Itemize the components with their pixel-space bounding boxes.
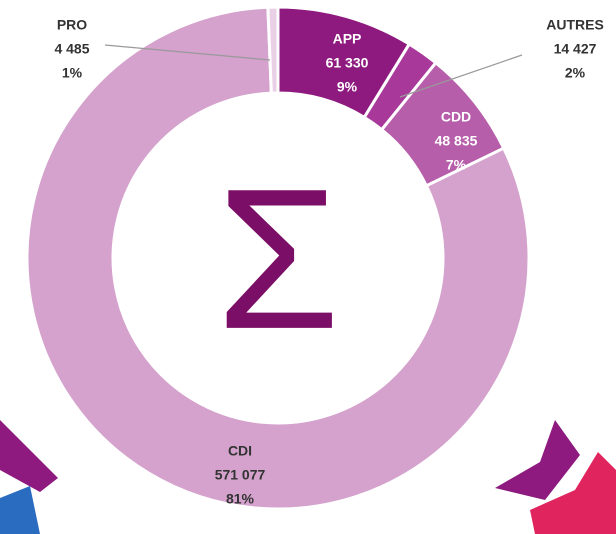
chevron — [0, 486, 40, 534]
percentage-label: 81% — [226, 491, 255, 507]
chevron — [495, 420, 580, 500]
value-label: 14 427 — [554, 41, 597, 57]
percentage-label: 1% — [62, 65, 83, 81]
value-label: 48 835 — [435, 133, 478, 149]
center-symbol: Σ — [216, 148, 340, 371]
category-label: PRO — [57, 17, 87, 33]
leader-line — [104, 44, 271, 61]
percentage-label: 9% — [337, 79, 358, 95]
value-label: 571 077 — [215, 467, 266, 483]
category-label: APP — [333, 31, 362, 47]
category-label: CDI — [228, 443, 252, 459]
value-label: 61 330 — [326, 55, 369, 71]
percentage-label: 7% — [446, 157, 467, 173]
percentage-label: 2% — [565, 65, 586, 81]
leader-line — [399, 54, 523, 98]
decoration — [0, 420, 616, 534]
chevron — [0, 420, 58, 492]
category-label: AUTRES — [546, 17, 604, 33]
slice — [266, 5, 280, 95]
chevron — [530, 452, 616, 534]
slice — [25, 5, 531, 511]
category-label: CDD — [441, 109, 471, 125]
value-label: 4 485 — [54, 41, 89, 57]
